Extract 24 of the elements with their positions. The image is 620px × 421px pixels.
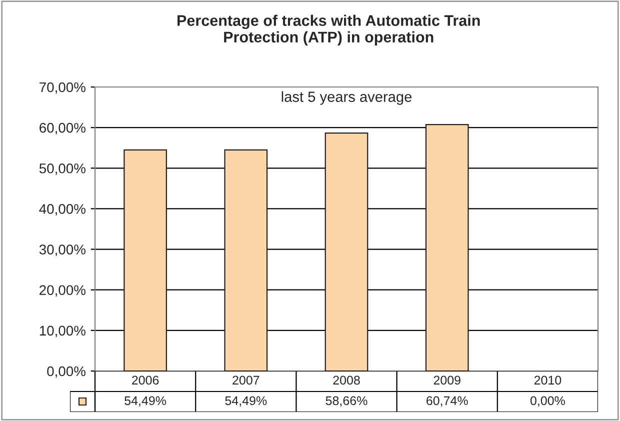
bar [224, 149, 268, 371]
x-tick-label: 2009 [434, 376, 460, 385]
text: 54,49% [225, 396, 267, 407]
y-tick-label: 50,00% [39, 163, 86, 175]
chart-title: Percentage of tracks with Automatic Train Protection (ATP) in operation [178, 14, 480, 46]
y-tick-label: 60,00% [40, 122, 86, 134]
bar [324, 132, 368, 371]
y-tick-label: 40,00% [39, 204, 86, 216]
y-tick-label: 70,00% [40, 82, 86, 94]
x-tick-label: 2006 [132, 376, 159, 385]
y-tick-label: 0,00% [47, 366, 86, 378]
chart-subtitle: last 5 years average [282, 91, 412, 105]
bar [124, 149, 167, 371]
x-tick-label: 2008 [333, 376, 360, 385]
text: 58,66% [326, 396, 368, 407]
y-tick-label: 20,00% [40, 285, 86, 297]
text: 54,49% [124, 396, 166, 407]
text: 60,74% [426, 396, 468, 407]
bar [425, 124, 469, 371]
x-tick-label: 2010 [534, 376, 562, 385]
y-tick-label: 10,00% [40, 326, 86, 338]
text: 0,00% [530, 396, 565, 407]
y-tick-label: 30,00% [39, 244, 86, 256]
x-tick-label: 2007 [232, 376, 260, 385]
